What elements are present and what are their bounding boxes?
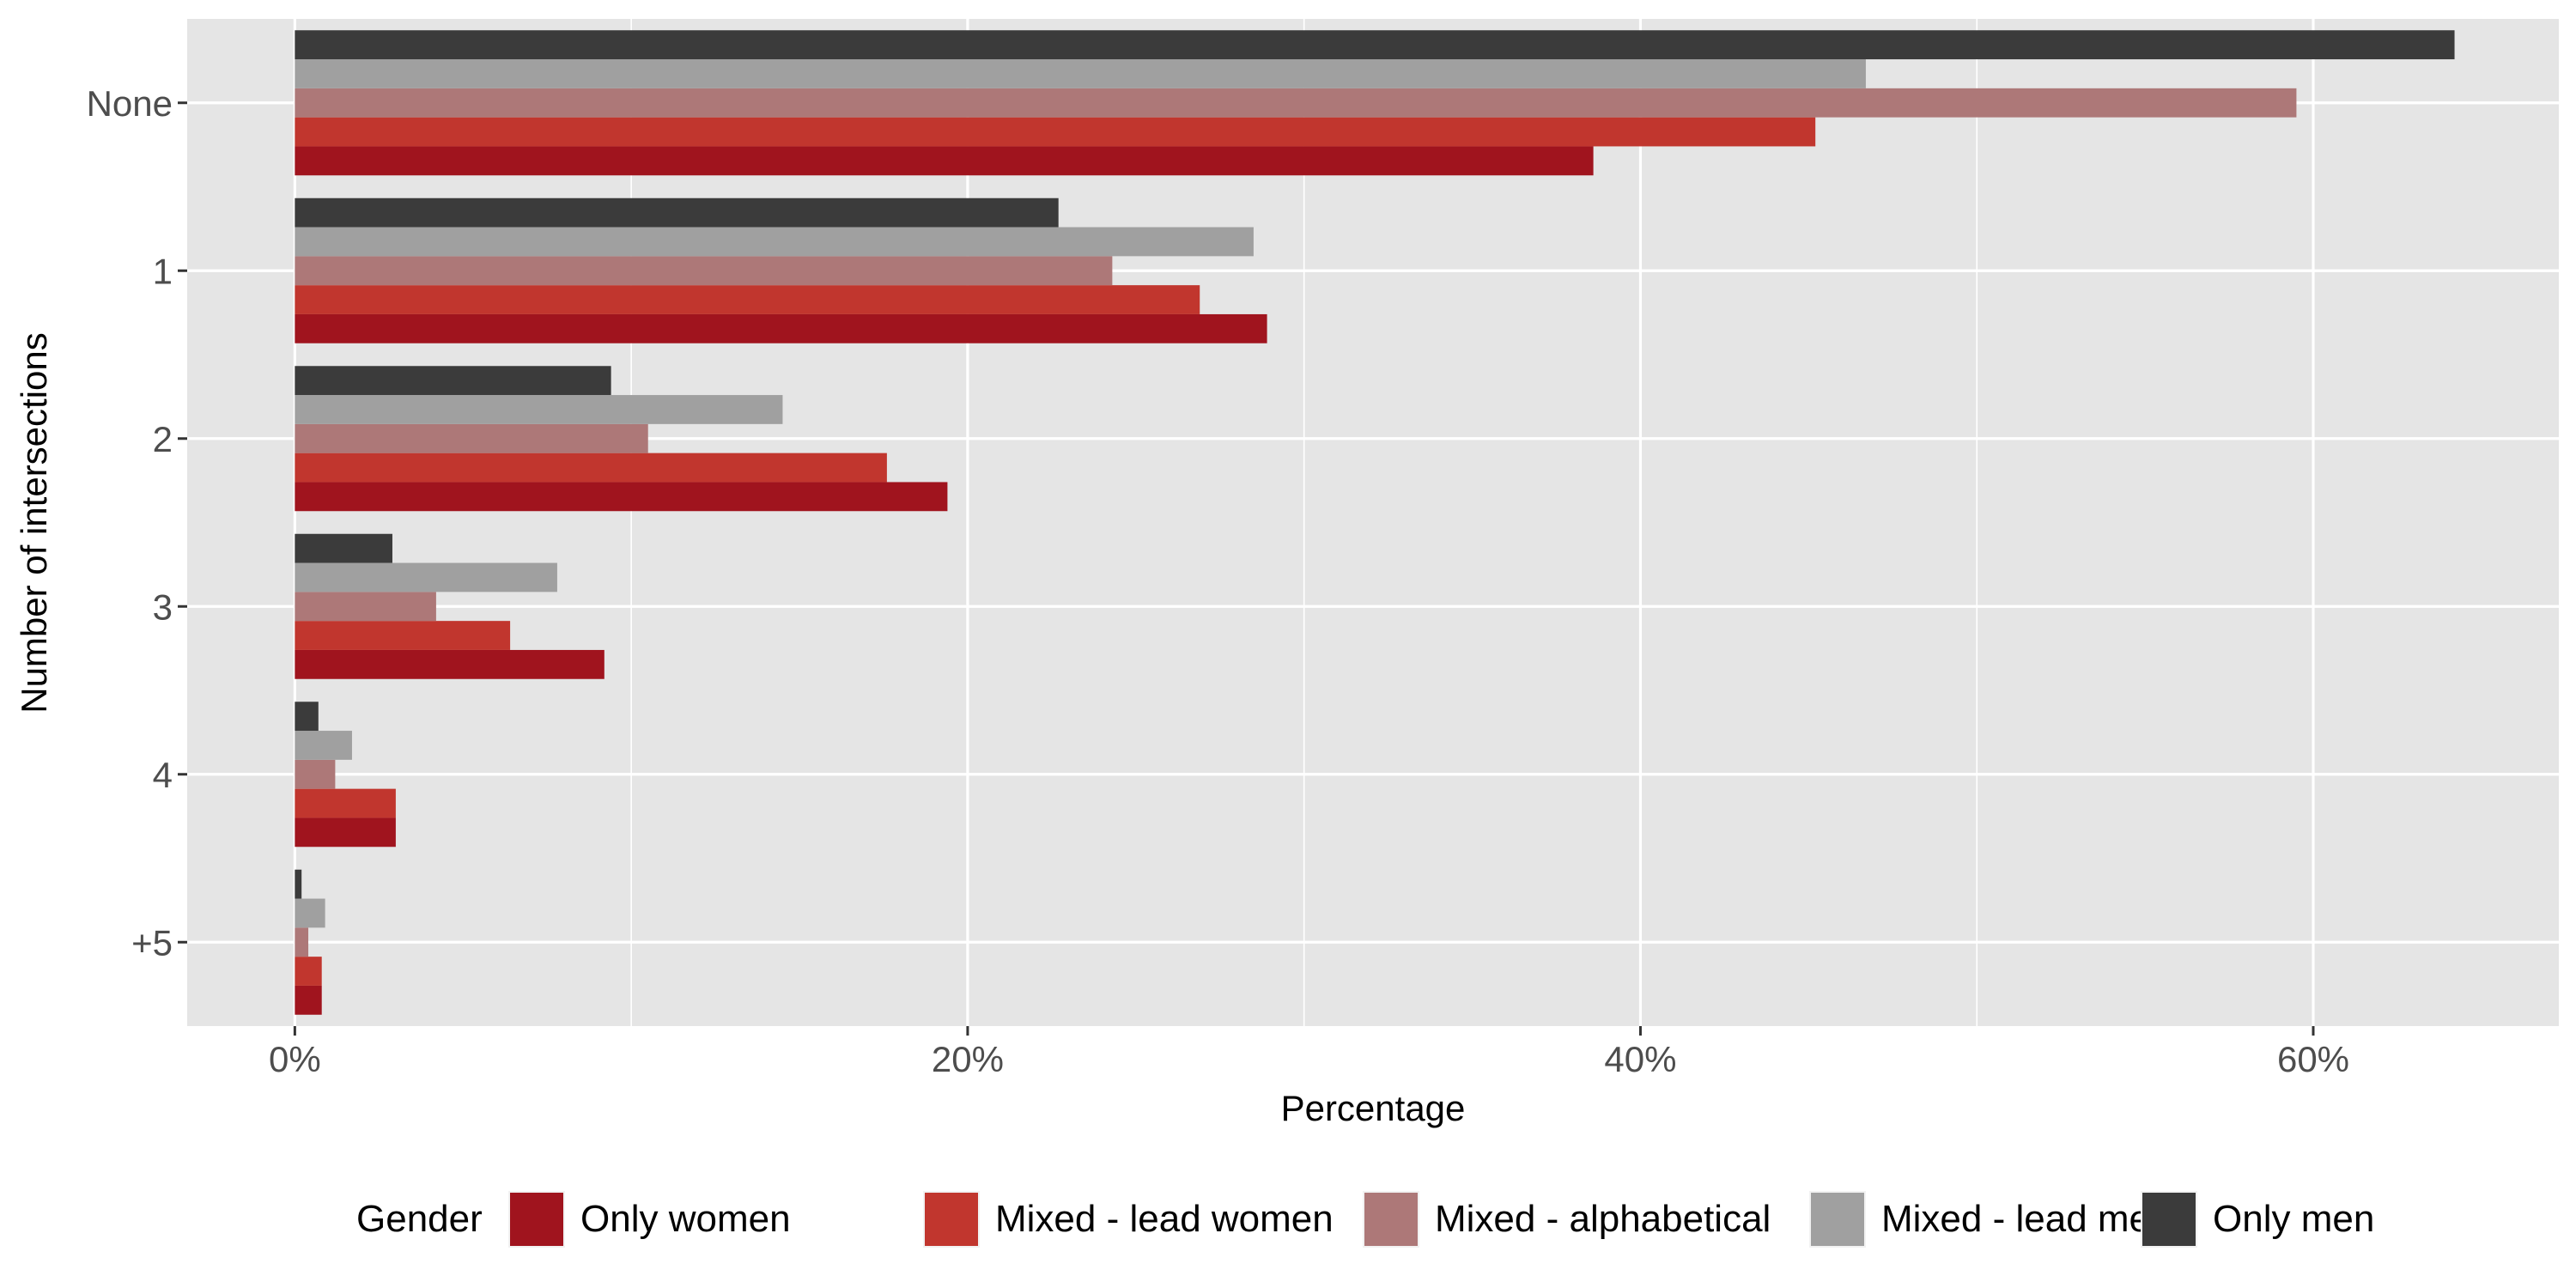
y-tick-label: +5 (131, 922, 173, 963)
legend-swatch (1364, 1193, 1418, 1246)
legend-label: Only women (580, 1198, 791, 1240)
bar (295, 985, 322, 1015)
legend-swatch (2142, 1193, 2196, 1246)
y-axis-title: Number of intersections (14, 332, 54, 714)
legend-swatch (510, 1193, 563, 1246)
legend-label: Mixed - lead women (995, 1198, 1334, 1240)
x-tick-label: 20% (932, 1039, 1004, 1079)
y-tick-label: 3 (153, 586, 173, 627)
y-tick-label: None (87, 83, 173, 124)
bar (295, 702, 319, 732)
x-tick-label: 40% (1604, 1039, 1676, 1079)
bar (295, 869, 302, 899)
x-tick-label: 0% (269, 1039, 321, 1079)
bar (295, 146, 1594, 176)
bar (295, 562, 557, 592)
x-tick-label: 60% (2277, 1039, 2349, 1079)
bar (295, 366, 611, 396)
legend-swatch (925, 1193, 978, 1246)
legend-swatch (1811, 1193, 1864, 1246)
bar (295, 285, 1200, 314)
bar (295, 533, 392, 563)
x-axis-title: Percentage (1281, 1088, 1466, 1128)
bar (295, 395, 783, 424)
legend-label: Mixed - lead men (1881, 1198, 2171, 1240)
bar (295, 227, 1254, 257)
bar (295, 759, 336, 789)
bar (295, 649, 605, 679)
bar (295, 59, 1866, 88)
y-tick-label: 1 (153, 251, 173, 291)
bar (295, 482, 948, 512)
bar (295, 817, 396, 848)
bar (295, 30, 2455, 60)
bar (295, 197, 1059, 228)
y-tick-label: 2 (153, 419, 173, 459)
bar (295, 423, 648, 453)
bar (295, 927, 309, 957)
bar (295, 88, 2297, 118)
legend: Gender Only women Mixed - lead women Mixed… (356, 1191, 2374, 1248)
grid-minor (630, 19, 1978, 1026)
bar (295, 621, 511, 650)
x-axis: 0% 20% 40% 60% (269, 1026, 2349, 1079)
plot-panel (187, 19, 2559, 1026)
bar (295, 592, 436, 622)
bar (295, 117, 1816, 147)
bars (295, 30, 2455, 1015)
bar (295, 313, 1267, 343)
bar (295, 256, 1113, 286)
legend-label: Mixed - alphabetical (1435, 1198, 1771, 1240)
bar (295, 957, 322, 986)
bar (295, 453, 887, 483)
legend-label: Only men (2213, 1198, 2374, 1240)
bar (295, 731, 352, 760)
bar (295, 788, 396, 818)
legend-title: Gender (356, 1198, 483, 1240)
y-tick-label: 4 (153, 755, 173, 795)
y-axis: None 1 2 3 4 +5 (87, 83, 187, 963)
bar (295, 898, 325, 928)
